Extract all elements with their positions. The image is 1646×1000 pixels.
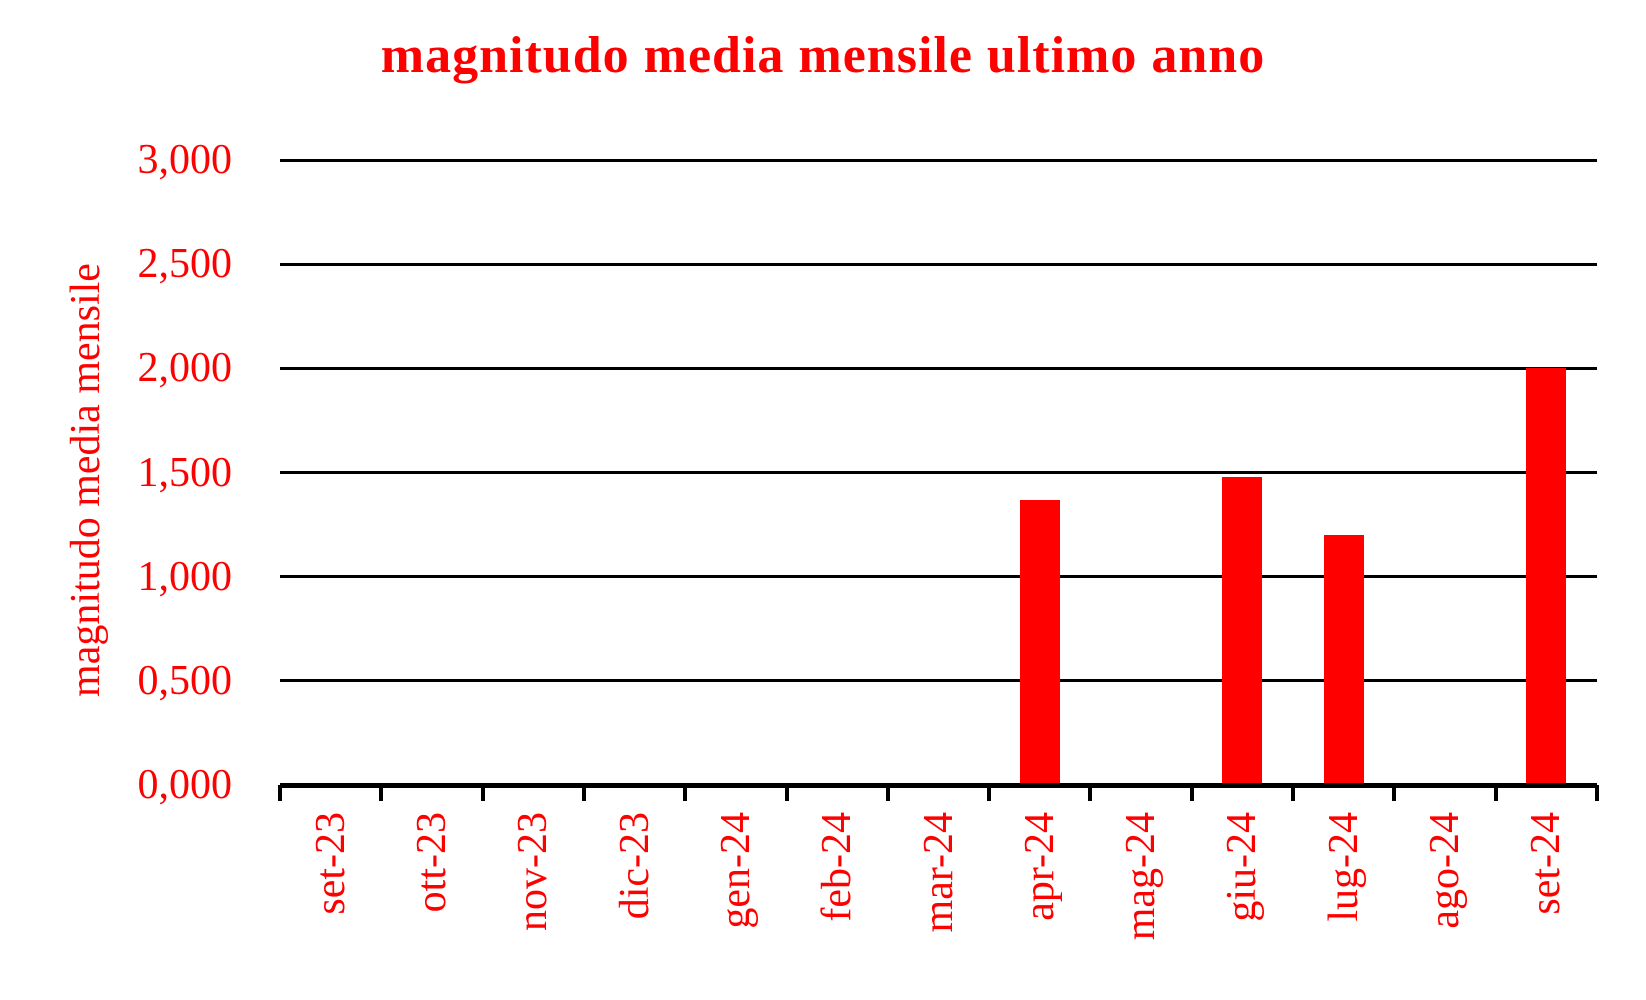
x-axis-tick [278, 785, 282, 801]
x-axis-line [280, 783, 1597, 788]
x-axis-tick [885, 785, 890, 801]
x-tick-label-mag-24: mag-24 [1118, 812, 1165, 941]
y-tick-label: 0,000 [137, 762, 233, 808]
x-tick-label-nov-23: nov-23 [510, 812, 557, 931]
x-tick-label-ott-23: ott-23 [408, 812, 455, 913]
x-tick-label-ago-24: ago-24 [1422, 812, 1469, 929]
x-axis-tick [1392, 785, 1397, 801]
x-axis-tick [683, 785, 688, 801]
bar-apr-24 [1019, 499, 1060, 785]
x-tick-label-giu-24: giu-24 [1219, 812, 1266, 922]
gridline [280, 158, 1597, 162]
y-tick-label: 1,500 [137, 449, 233, 496]
x-axis-tick [987, 785, 992, 801]
x-axis-tick [379, 785, 384, 801]
y-tick-label: 2,500 [137, 241, 233, 288]
gridline [280, 262, 1597, 266]
x-tick-label-lug-24: lug-24 [1320, 812, 1367, 922]
gridline [280, 471, 1597, 474]
x-tick-label-set-24: set-24 [1523, 812, 1570, 915]
x-tick-label-apr-24: apr-24 [1016, 812, 1063, 921]
x-tick-label-feb-24: feb-24 [814, 812, 861, 922]
x-tick-label-mar-24: mar-24 [915, 812, 962, 933]
y-tick-label: 2,000 [137, 345, 233, 392]
y-tick-label: 1,000 [137, 553, 233, 600]
bar-giu-24 [1222, 476, 1263, 785]
gridline [280, 575, 1597, 579]
x-tick-label-set-23: set-23 [307, 812, 354, 915]
y-tick-label: 3,000 [137, 137, 233, 183]
x-axis-tick [784, 785, 789, 801]
x-axis-tick [1088, 785, 1093, 801]
gridline [280, 366, 1597, 370]
x-axis-tick [1595, 785, 1599, 801]
bar-lug-24 [1323, 535, 1364, 785]
x-axis-tick [1189, 785, 1194, 801]
x-tick-label-gen-24: gen-24 [712, 812, 759, 929]
x-axis-tick [1291, 785, 1296, 801]
bar-set-24 [1526, 368, 1567, 785]
x-tick-label-dic-23: dic-23 [611, 812, 658, 920]
x-axis-tick [480, 785, 485, 801]
gridline [280, 679, 1597, 683]
y-tick-label: 0,500 [137, 657, 233, 704]
chart-title: magnitudo media mensile ultimo anno [380, 27, 1266, 84]
x-axis-tick [1493, 785, 1498, 801]
x-axis-tick [581, 785, 586, 801]
